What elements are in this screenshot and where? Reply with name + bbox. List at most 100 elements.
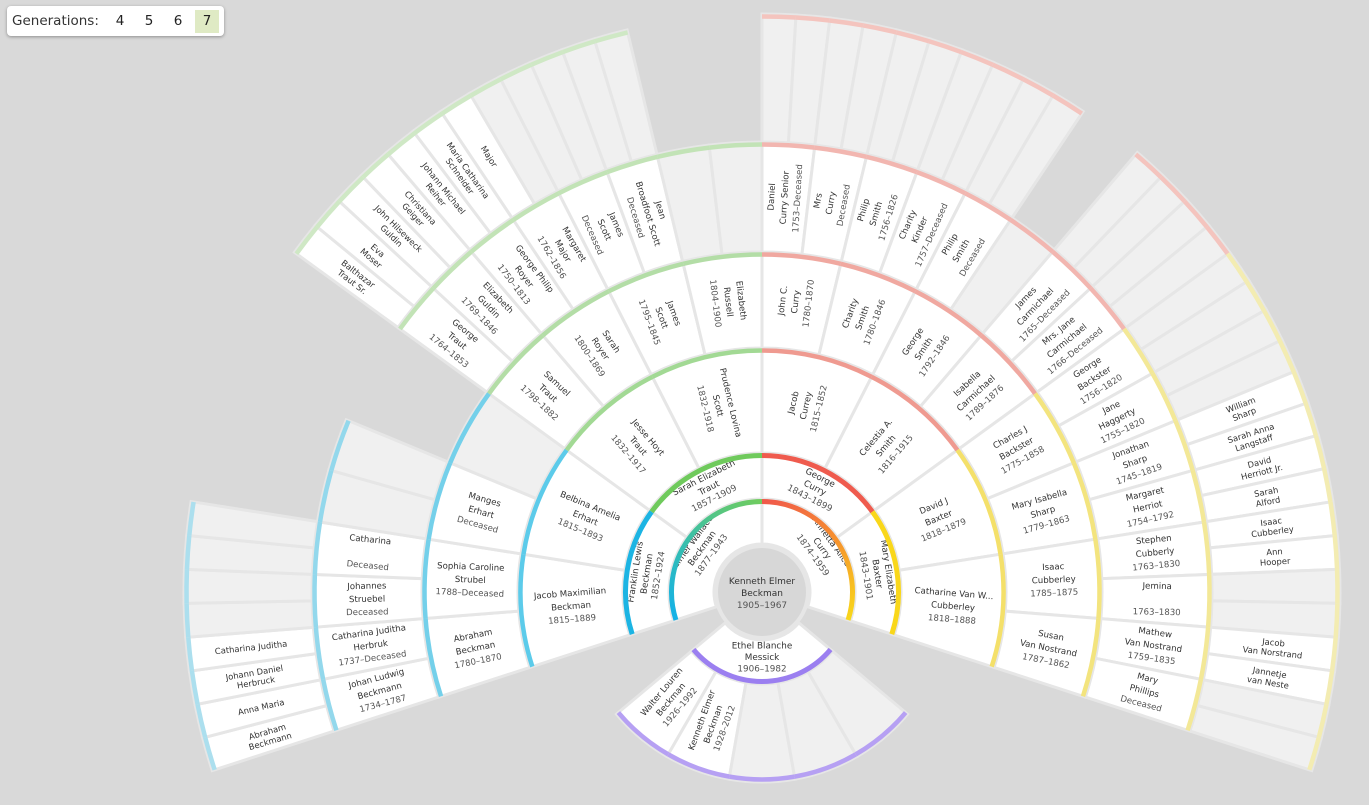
lineage-color-arc — [594, 30, 629, 44]
lineage-color-arc — [313, 626, 326, 680]
lineage-color-arc — [991, 62, 1025, 82]
generation-option-4[interactable]: 4 — [115, 12, 125, 29]
lineage-color-arc — [487, 333, 545, 395]
ancestor-slot[interactable]: Anna Maria — [193, 678, 329, 740]
lineage-color-arc — [320, 678, 339, 731]
lineage-color-arc — [499, 62, 533, 82]
empty-ancestor-slot[interactable] — [1210, 567, 1342, 605]
lineage-color-arc — [1324, 670, 1335, 705]
lineage-color-arc — [521, 448, 569, 555]
person-name: Russell — [721, 287, 734, 318]
ancestor-slot[interactable]: Catharina Deceased — [310, 519, 428, 581]
root-person-circle — [714, 544, 810, 640]
lineage-color-arc — [761, 348, 873, 379]
person-dates: 1905–1967 — [737, 601, 787, 611]
person-dates: 1763–1830 — [1132, 559, 1181, 574]
lineage-color-arc — [1093, 538, 1102, 619]
person-name: Cubberly — [1135, 546, 1174, 560]
slot-background — [1210, 567, 1342, 605]
person-name: Alford — [1255, 494, 1281, 508]
person-name: Beckman — [551, 600, 592, 613]
lineage-color-arc — [1173, 419, 1195, 472]
lineage-color-arc — [422, 538, 431, 619]
lineage-color-arc — [761, 499, 855, 621]
children-color-arc — [729, 774, 795, 782]
spouse-color-arc — [691, 647, 833, 684]
lineage-color-arc — [564, 374, 654, 452]
person-name: Catharina — [349, 533, 392, 547]
empty-ancestor-slot[interactable] — [592, 28, 659, 164]
empty-ancestor-slot[interactable] — [327, 417, 450, 502]
root-person[interactable]: Kenneth Elmer Beckman 1905–1967 — [714, 544, 810, 640]
person-name: Kenneth Elmer — [729, 577, 796, 587]
empty-ancestor-slot[interactable] — [185, 499, 320, 550]
lineage-color-arc — [657, 145, 710, 160]
person-name: Curry — [790, 290, 803, 314]
lineage-color-arc — [469, 218, 515, 254]
person-name: Mathew — [1138, 626, 1173, 641]
person-name: Johannes — [346, 581, 387, 592]
generation-option-5[interactable]: 5 — [144, 12, 154, 29]
empty-ancestor-slot[interactable] — [1188, 703, 1324, 773]
lineage-color-arc — [960, 49, 994, 67]
generation-option-6[interactable]: 6 — [173, 12, 183, 29]
lineage-color-arc — [202, 736, 217, 771]
lineage-color-arc — [337, 175, 365, 203]
lineage-color-arc — [1122, 327, 1155, 375]
lineage-color-arc — [1185, 678, 1204, 731]
lineage-color-arc — [1088, 286, 1126, 331]
lineage-color-arc — [682, 252, 763, 267]
lineage-color-arc — [361, 152, 390, 179]
lineage-color-arc — [1201, 521, 1212, 575]
person-name: Isaac — [1042, 562, 1065, 573]
person-name: Sophia Caroline — [437, 561, 505, 574]
empty-ancestor-slot[interactable] — [987, 91, 1086, 220]
lineage-color-arc — [1303, 402, 1319, 437]
person-dates: Deceased — [346, 607, 389, 618]
children-color-arc — [854, 711, 908, 757]
lineage-color-arc — [928, 39, 962, 55]
lineage-color-arc — [541, 289, 610, 338]
generation-option-7-selected[interactable]: 7 — [195, 9, 219, 33]
lineage-color-arc — [606, 154, 659, 175]
lineage-color-arc — [761, 14, 797, 20]
ancestor-slot[interactable]: Johannes Struebel Deceased — [310, 572, 425, 629]
person-dates: 1753–Deceased — [791, 164, 805, 233]
lineage-color-arc — [398, 286, 436, 331]
lineage-color-arc — [1190, 469, 1207, 523]
lineage-color-arc — [187, 501, 196, 536]
lineage-color-arc — [562, 39, 596, 55]
lineage-color-arc — [1051, 250, 1093, 290]
person-name: Curry — [824, 191, 838, 216]
person-name: Curry Senior — [779, 170, 792, 225]
lineage-color-arc — [1262, 309, 1282, 342]
lineage-color-arc — [1329, 636, 1338, 672]
lineage-color-arc — [649, 453, 763, 514]
person-label: Jemina 1763–1830 — [1133, 581, 1181, 618]
